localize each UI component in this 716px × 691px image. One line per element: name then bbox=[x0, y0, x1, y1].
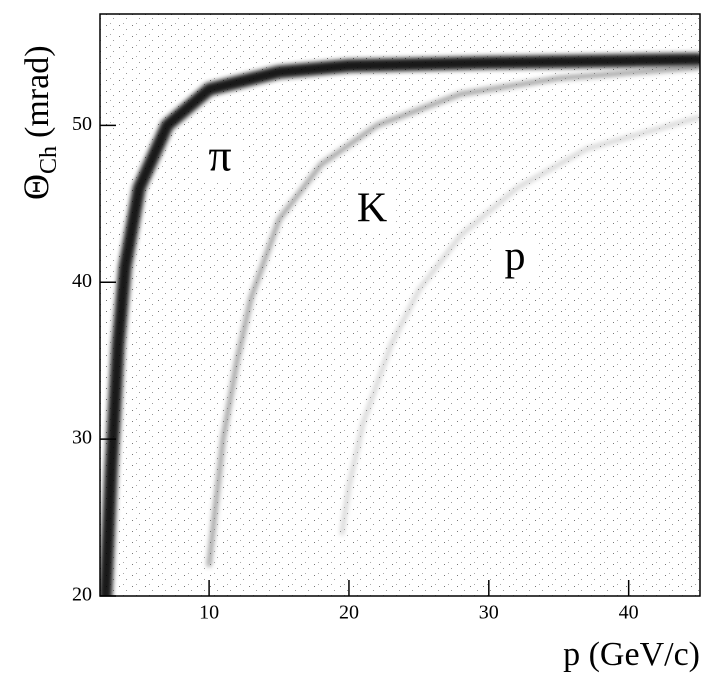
label-box bbox=[198, 136, 242, 182]
x-tick-label: 30 bbox=[479, 602, 499, 624]
x-tick-label: 40 bbox=[619, 602, 639, 624]
y-tick-label: 40 bbox=[72, 270, 92, 292]
background-noise bbox=[100, 14, 700, 596]
band-label: p bbox=[505, 234, 526, 280]
y-label-symbol: Θ bbox=[16, 174, 56, 200]
y-label-sub: Ch bbox=[36, 146, 62, 174]
y-tick-label: 50 bbox=[72, 113, 92, 135]
y-tick-label: 30 bbox=[72, 427, 92, 449]
bands bbox=[100, 52, 700, 596]
band bbox=[339, 115, 700, 536]
y-label-symbol: ΘCh (mrad) bbox=[16, 45, 61, 200]
x-axis-label: p (GeV/c) bbox=[563, 636, 700, 673]
band-label: π bbox=[208, 130, 231, 181]
plot-frame bbox=[99, 13, 701, 597]
x-tick-label: 20 bbox=[339, 602, 359, 624]
x-tick-label: 10 bbox=[199, 602, 219, 624]
band bbox=[100, 52, 700, 596]
y-tick-label: 20 bbox=[72, 584, 92, 606]
label-box bbox=[350, 188, 394, 234]
y-label-unit: (mrad) bbox=[19, 45, 56, 138]
label-box bbox=[493, 236, 537, 282]
band bbox=[206, 64, 700, 568]
band-label: K bbox=[357, 186, 387, 232]
y-axis-label: ΘCh (mrad) bbox=[16, 45, 61, 200]
